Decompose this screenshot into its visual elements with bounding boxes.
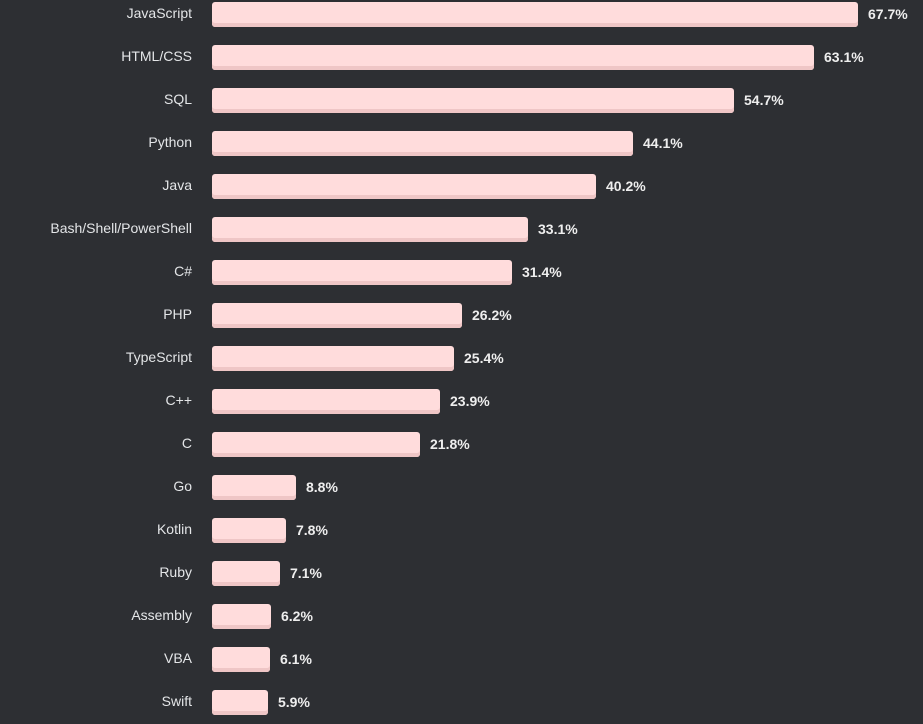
category-label: Kotlin — [156, 521, 192, 537]
bar — [212, 647, 270, 672]
bar — [212, 174, 596, 199]
value-label: 31.4% — [522, 264, 562, 280]
bar-row: VBA 6.1% — [0, 646, 923, 672]
category-label: Python — [148, 134, 192, 150]
category-label: Ruby — [159, 564, 192, 580]
bar-row: HTML/CSS 63.1% — [0, 44, 923, 70]
bar-row: Java 40.2% — [0, 173, 923, 199]
bar-row: Assembly 6.2% — [0, 603, 923, 629]
bar — [212, 518, 286, 543]
category-label: PHP — [163, 306, 192, 322]
value-label: 44.1% — [643, 135, 683, 151]
bar-row: C 21.8% — [0, 431, 923, 457]
bar — [212, 475, 296, 500]
value-label: 67.7% — [868, 6, 908, 22]
bar — [212, 45, 814, 70]
bar-row: C++ 23.9% — [0, 388, 923, 414]
category-label: TypeScript — [125, 349, 192, 365]
value-label: 40.2% — [606, 178, 646, 194]
bar — [212, 690, 268, 715]
bar-row: Kotlin 7.8% — [0, 517, 923, 543]
bar-row: PHP 26.2% — [0, 302, 923, 328]
value-label: 6.2% — [281, 608, 313, 624]
value-label: 23.9% — [450, 393, 490, 409]
bar — [212, 88, 734, 113]
bar-row: Ruby 7.1% — [0, 560, 923, 586]
value-label: 8.8% — [306, 479, 338, 495]
value-label: 33.1% — [538, 221, 578, 237]
value-label: 25.4% — [464, 350, 504, 366]
value-label: 54.7% — [744, 92, 784, 108]
bar — [212, 389, 440, 414]
bar — [212, 604, 271, 629]
bar-row: Swift 5.9% — [0, 689, 923, 715]
bar — [212, 346, 454, 371]
bar — [212, 217, 528, 242]
category-label: C# — [174, 263, 192, 279]
value-label: 6.1% — [280, 651, 312, 667]
bar-row: SQL 54.7% — [0, 87, 923, 113]
category-label: Java — [162, 177, 192, 193]
bar-row: JavaScript 67.7% — [0, 1, 923, 27]
category-label: JavaScript — [126, 5, 192, 21]
category-label: Bash/Shell/PowerShell — [50, 220, 192, 236]
bar-row: Python 44.1% — [0, 130, 923, 156]
category-label: C — [181, 435, 192, 451]
category-label: Assembly — [131, 607, 192, 623]
bar-row: Bash/Shell/PowerShell 33.1% — [0, 216, 923, 242]
value-label: 7.1% — [290, 565, 322, 581]
value-label: 21.8% — [430, 436, 470, 452]
value-label: 5.9% — [278, 694, 310, 710]
category-label: C++ — [165, 392, 192, 408]
bar — [212, 260, 512, 285]
bar — [212, 2, 858, 27]
value-label: 26.2% — [472, 307, 512, 323]
value-label: 7.8% — [296, 522, 328, 538]
bar — [212, 432, 420, 457]
bar — [212, 561, 280, 586]
category-label: VBA — [163, 650, 192, 666]
bar-row: TypeScript 25.4% — [0, 345, 923, 371]
category-label: HTML/CSS — [121, 48, 192, 64]
bar — [212, 131, 633, 156]
category-label: SQL — [163, 91, 192, 107]
bar-row: C# 31.4% — [0, 259, 923, 285]
bar — [212, 303, 462, 328]
bar-row: Go 8.8% — [0, 474, 923, 500]
category-label: Swift — [161, 693, 192, 709]
value-label: 63.1% — [824, 49, 864, 65]
category-label: Go — [173, 478, 192, 494]
